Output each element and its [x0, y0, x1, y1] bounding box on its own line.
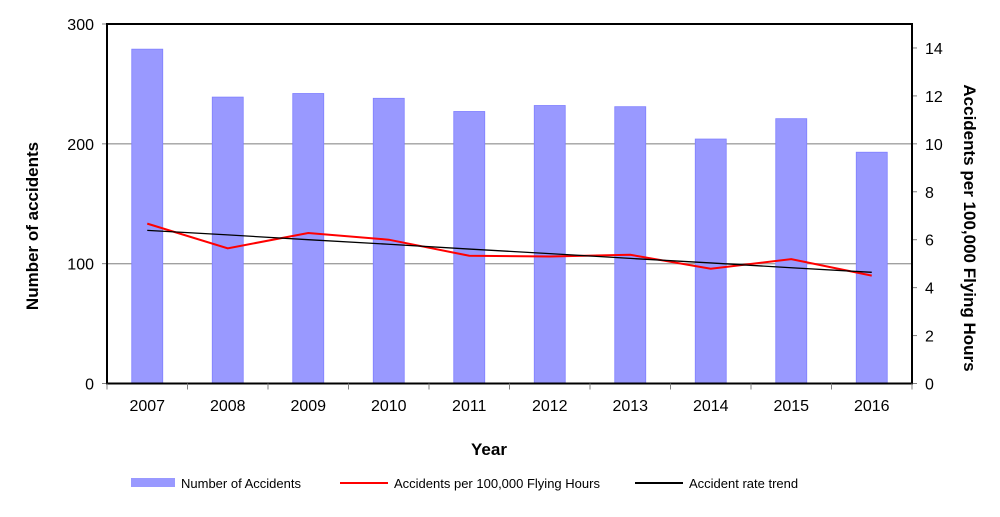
y2-tick-label: 4: [925, 281, 934, 298]
x-tick-label: 2009: [290, 398, 326, 415]
bar-2007: [131, 48, 164, 384]
bar-2015: [775, 118, 808, 384]
y2-tick-label: 14: [925, 41, 943, 58]
y2-tick-label: 8: [925, 185, 934, 202]
y-tick-label: 100: [67, 257, 94, 274]
y-axis-label: Number of accidents: [23, 142, 42, 310]
x-tick-label: 2011: [452, 398, 487, 415]
x-tick-label: 2016: [854, 398, 890, 415]
y-tick-label: 200: [67, 137, 94, 154]
legend-label: Accidents per 100,000 Flying Hours: [394, 476, 600, 491]
y2-tick-label: 10: [925, 137, 943, 154]
trend-line: [147, 229, 872, 273]
x-tick-label: 2013: [612, 398, 648, 415]
bar-2013: [614, 106, 647, 384]
bar-2014: [694, 138, 727, 384]
legend: Number of Accidents Accidents per 100,000…: [131, 476, 798, 491]
y2-tick-label: 12: [925, 89, 943, 106]
bar-2012: [533, 105, 566, 384]
y-tick-label: 0: [85, 377, 94, 394]
y2-tick-label: 6: [925, 233, 934, 250]
bar-2008: [211, 96, 244, 384]
legend-swatch: [131, 478, 175, 487]
x-tick-label: 2007: [129, 398, 165, 415]
bar-2011: [453, 111, 486, 384]
x-tick-label: 2014: [693, 398, 729, 415]
bar-2016: [855, 151, 888, 384]
y2-axis-label: Accidents per 100,000 Flying Hours: [960, 84, 979, 371]
x-tick-label: 2015: [773, 398, 809, 415]
legend-label: Accident rate trend: [689, 476, 798, 491]
rate-line: [146, 222, 872, 277]
y2-tick-label: 0: [925, 377, 934, 394]
y2-tick-label: 2: [925, 329, 934, 346]
x-tick-label: 2010: [371, 398, 407, 415]
legend-label: Number of Accidents: [181, 476, 301, 491]
x-tick-label: 2012: [532, 398, 568, 415]
x-tick-label: 2008: [210, 398, 246, 415]
x-axis-label: Year: [471, 440, 507, 459]
y-tick-label: 300: [67, 17, 94, 34]
